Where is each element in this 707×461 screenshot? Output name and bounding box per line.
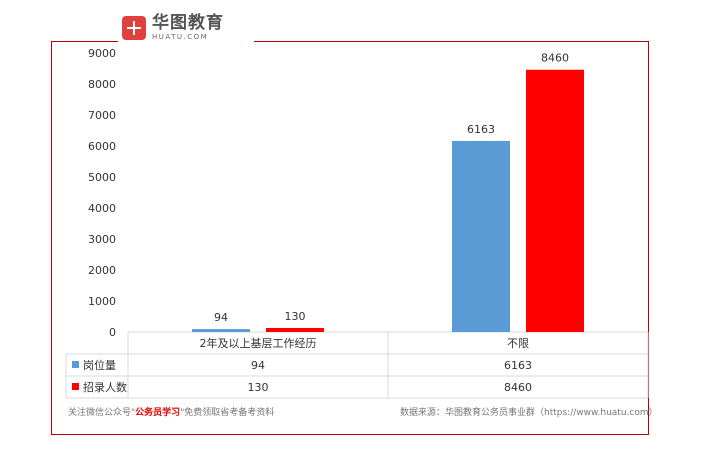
category-label: 不限 [507, 337, 529, 350]
chart-frame [51, 41, 649, 435]
data-label: 94 [214, 311, 228, 324]
y-tick-label: 0 [109, 326, 116, 339]
logo-text-cn: 华图教育 [152, 13, 224, 33]
y-tick-label: 8000 [88, 78, 116, 91]
logo-text-en: HUATU.COM [152, 33, 209, 41]
data-label: 130 [285, 310, 306, 323]
y-tick-label: 5000 [88, 171, 116, 184]
table-cell: 6163 [504, 359, 532, 372]
legend-label: 招录人数 [83, 380, 127, 394]
y-tick-label: 1000 [88, 295, 116, 308]
y-tick-label: 3000 [88, 233, 116, 246]
table-cell: 130 [248, 381, 269, 394]
data-label: 6163 [467, 123, 495, 136]
data-label: 8460 [541, 52, 569, 65]
legend-swatch-招录人数 [72, 383, 79, 390]
category-label: 2年及以上基层工作经历 [200, 336, 317, 350]
huatu-logo: 华图教育 HUATU.COM [118, 10, 254, 46]
table-cell: 8460 [504, 381, 532, 394]
footer-prefix: 关注微信公众号" [68, 408, 136, 418]
y-tick-label: 9000 [88, 47, 116, 60]
data-source: 数据来源：华图教育公务员事业群（https://www.huatu.com） [400, 408, 658, 418]
y-tick-label: 2000 [88, 264, 116, 277]
legend-label: 岗位量 [83, 358, 116, 372]
footer-highlight: 公务员学习 [135, 408, 181, 418]
legend-swatch-岗位量 [72, 361, 79, 368]
footer-note: 关注微信公众号"公务员学习"免费领取省考备考资料 [68, 405, 274, 418]
bar-岗位量 [452, 140, 510, 332]
table-cell: 94 [251, 359, 265, 372]
y-tick-label: 7000 [88, 109, 116, 122]
y-tick-label: 4000 [88, 202, 116, 215]
bar-招录人数 [526, 69, 584, 333]
bar-招录人数 [266, 327, 324, 332]
y-tick-label: 6000 [88, 140, 116, 153]
huatu-logo-icon [122, 16, 146, 40]
footer-suffix: "免费领取省考备考资料 [180, 408, 275, 418]
bar-岗位量 [192, 329, 250, 332]
